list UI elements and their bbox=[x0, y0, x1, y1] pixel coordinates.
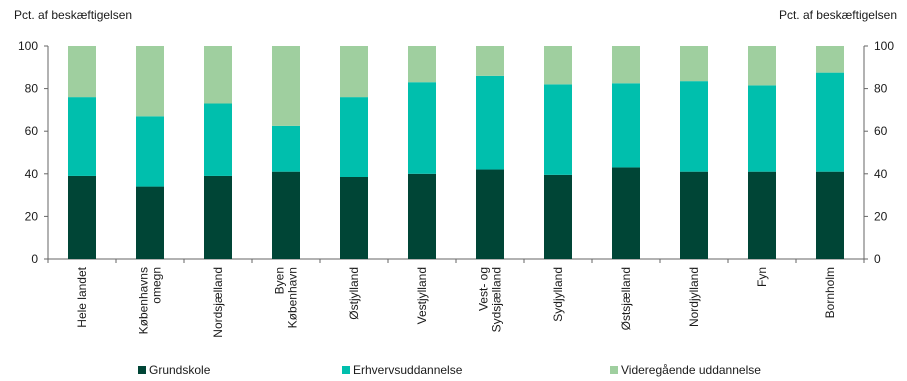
legend-label-videregaaende: Videregående uddannelse bbox=[621, 363, 761, 377]
bar-segment-1 bbox=[408, 173, 436, 259]
x-tick-label-line: Østsjælland bbox=[619, 267, 633, 330]
bar-segment-1 bbox=[544, 174, 572, 259]
bar-segment-2 bbox=[340, 97, 368, 177]
bar-segment-1 bbox=[680, 171, 708, 259]
legend-item-videregaaende: Videregående uddannelse bbox=[610, 362, 761, 378]
y-tick-label-left: 80 bbox=[25, 82, 39, 96]
bar-segment-1 bbox=[340, 176, 368, 259]
x-tick-label-line: Bornholm bbox=[823, 267, 837, 318]
x-tick-label: Østsjælland bbox=[619, 267, 633, 330]
y-tick-label-right: 40 bbox=[874, 167, 888, 181]
x-tick-label-line: Nordjylland bbox=[687, 267, 701, 327]
legend-label-erhvervsuddannelse: Erhvervsuddannelse bbox=[353, 363, 463, 377]
x-tick-label-line: Hele landet bbox=[75, 266, 89, 327]
legend-item-erhvervsuddannelse: Erhvervsuddannelse bbox=[342, 362, 462, 378]
x-tick-label-line: Byen bbox=[273, 267, 287, 294]
x-tick-label-line: København bbox=[286, 267, 300, 328]
bar-segment-2 bbox=[408, 82, 436, 174]
x-tick-label: ByenKøbenhavn bbox=[273, 267, 300, 328]
y-tick-label-right: 100 bbox=[874, 39, 894, 53]
x-tick-label: Nordsjælland bbox=[211, 267, 225, 338]
x-tick-label-line: Sydjylland bbox=[551, 267, 565, 322]
bar-segment-1 bbox=[748, 171, 776, 259]
bar-segment-3 bbox=[340, 46, 368, 98]
bar-segment-2 bbox=[816, 72, 844, 172]
x-tick-label: Hele landet bbox=[75, 266, 89, 327]
legend-swatch-grundskole bbox=[138, 366, 146, 374]
legend-swatch-videregaaende bbox=[610, 366, 618, 374]
bar-segment-2 bbox=[544, 84, 572, 175]
x-tick-label: Fyn bbox=[755, 267, 769, 287]
bar-segment-2 bbox=[476, 75, 504, 170]
bar-segment-3 bbox=[204, 46, 232, 104]
y-tick-label-right: 80 bbox=[874, 82, 888, 96]
y-tick-label-left: 20 bbox=[25, 209, 39, 223]
legend-label-grundskole: Grundskole bbox=[149, 363, 211, 377]
bar-segment-3 bbox=[272, 46, 300, 126]
x-tick-label: Østjylland bbox=[347, 267, 361, 320]
x-tick-label: Vest- ogSydsjælland bbox=[477, 267, 504, 332]
legend-item-grundskole: Grundskole bbox=[138, 362, 210, 378]
y-tick-label-right: 0 bbox=[874, 252, 881, 266]
bar-segment-3 bbox=[748, 46, 776, 86]
bar-segment-3 bbox=[612, 46, 640, 84]
bar-segment-1 bbox=[612, 167, 640, 259]
x-tick-label: Vestjylland bbox=[415, 267, 429, 324]
x-tick-label-line: Nordsjælland bbox=[211, 267, 225, 338]
bar-segment-3 bbox=[816, 46, 844, 73]
legend-swatch-erhvervsuddannelse bbox=[342, 366, 350, 374]
x-tick-label-line: Københavns bbox=[137, 267, 151, 334]
bar-segment-1 bbox=[136, 186, 164, 259]
y-tick-label-left: 0 bbox=[31, 252, 38, 266]
y-tick-label-right: 60 bbox=[874, 124, 888, 138]
bar-segment-2 bbox=[204, 103, 232, 176]
bar-segment-3 bbox=[680, 46, 708, 82]
y-axis-title-right: Pct. af beskæftigelsen bbox=[778, 8, 897, 22]
bar-segment-1 bbox=[272, 171, 300, 259]
bar-segment-3 bbox=[476, 46, 504, 76]
bar-segment-1 bbox=[204, 175, 232, 259]
x-tick-label: Bornholm bbox=[823, 267, 837, 318]
y-tick-label-left: 100 bbox=[18, 39, 38, 53]
y-axis-title-left: Pct. af beskæftigelsen bbox=[14, 8, 133, 22]
x-tick-label-line: Fyn bbox=[755, 267, 769, 287]
x-tick-label: Sydjylland bbox=[551, 267, 565, 322]
x-tick-label-line: Østjylland bbox=[347, 267, 361, 320]
bar-segment-3 bbox=[408, 46, 436, 83]
bar-segment-3 bbox=[544, 46, 572, 85]
x-tick-label: Nordjylland bbox=[687, 267, 701, 327]
bar-segment-3 bbox=[68, 46, 96, 98]
bar-segment-3 bbox=[136, 46, 164, 117]
bar-segment-2 bbox=[748, 85, 776, 172]
x-tick-label-line: omegn bbox=[150, 267, 164, 304]
y-tick-label-left: 60 bbox=[25, 124, 39, 138]
x-tick-label: Københavnsomegn bbox=[137, 267, 164, 334]
bar-segment-1 bbox=[68, 175, 96, 259]
x-tick-label-line: Vestjylland bbox=[415, 267, 429, 324]
y-tick-label-left: 40 bbox=[25, 167, 39, 181]
bar-segment-1 bbox=[816, 171, 844, 259]
bar-segment-2 bbox=[68, 97, 96, 176]
y-tick-label-right: 20 bbox=[874, 209, 888, 223]
bar-segment-2 bbox=[136, 116, 164, 187]
bar-segment-1 bbox=[476, 169, 504, 259]
x-tick-label-line: Sydsjælland bbox=[490, 267, 504, 332]
bar-segment-2 bbox=[272, 125, 300, 172]
bar-segment-2 bbox=[680, 81, 708, 172]
x-tick-label-line: Vest- og bbox=[477, 267, 491, 311]
bar-segment-2 bbox=[612, 83, 640, 168]
